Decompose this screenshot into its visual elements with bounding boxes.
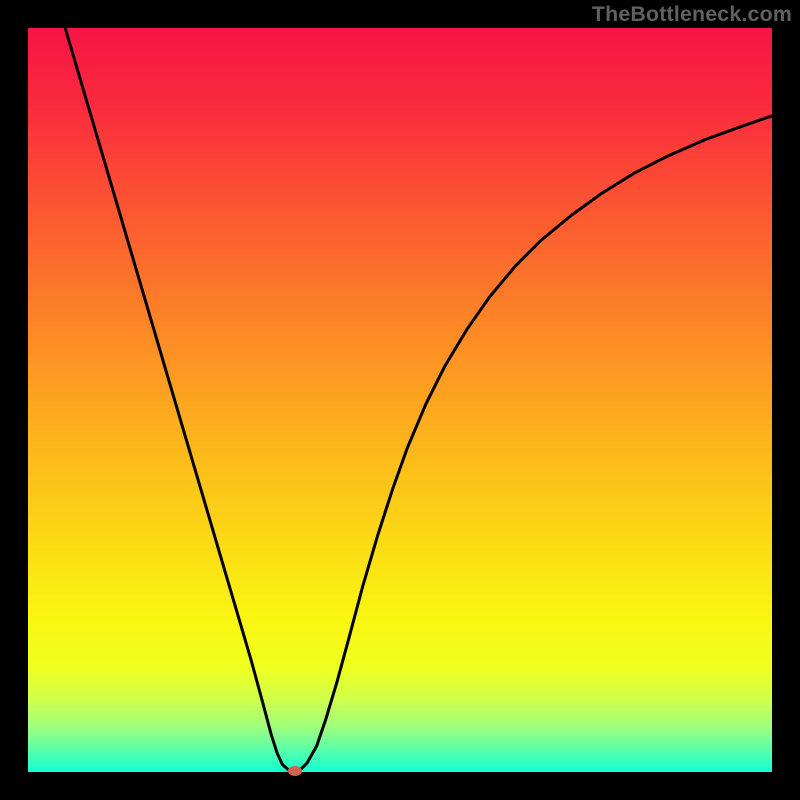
optimum-marker	[288, 766, 302, 776]
chart-container: TheBottleneck.com	[0, 0, 800, 800]
bottleneck-curve	[65, 28, 772, 772]
bottleneck-curve-svg	[0, 0, 800, 800]
watermark-text: TheBottleneck.com	[592, 2, 792, 27]
